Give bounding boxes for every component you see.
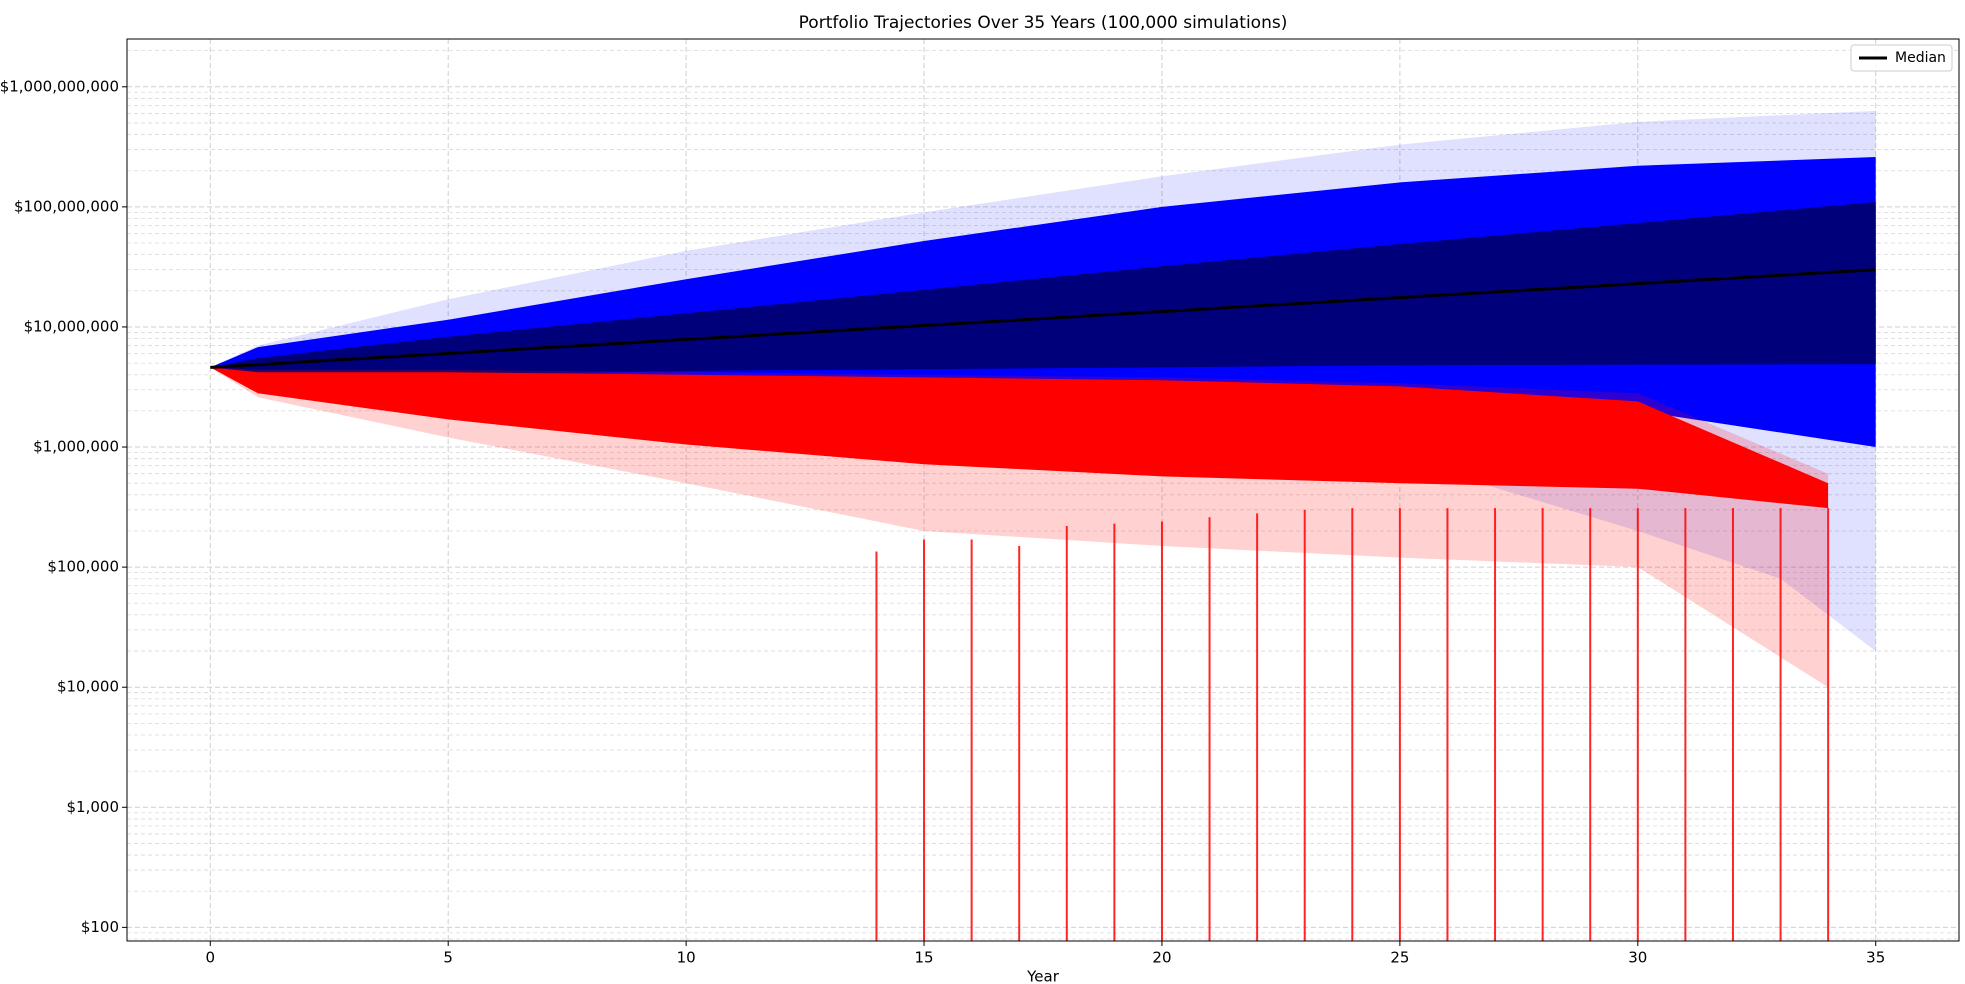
x-tick-label: 15 <box>914 949 933 967</box>
y-tick-label: $1,000 <box>67 798 120 816</box>
y-tick-label: $10,000,000 <box>24 317 119 335</box>
x-axis-label: Year <box>1026 968 1060 984</box>
median-line <box>210 268 1876 369</box>
x-tick-label: 5 <box>443 949 453 967</box>
y-tick-label: $100,000,000 <box>14 197 119 215</box>
plot-area <box>210 110 1876 941</box>
chart-title: Portfolio Trajectories Over 35 Years (10… <box>799 13 1288 33</box>
x-tick-label: 35 <box>1866 949 1885 967</box>
y-tick-label: $100 <box>81 918 119 936</box>
y-tick-label: $10,000 <box>57 678 119 696</box>
axes-frame <box>126 38 1960 942</box>
legend-box <box>1850 44 1953 72</box>
trajectory-band <box>210 367 1829 509</box>
y-tick-label: $100,000 <box>47 558 119 576</box>
x-tick-label: 25 <box>1390 949 1409 967</box>
x-tick-label: 30 <box>1628 949 1647 967</box>
y-tick-label: $1,000,000,000 <box>0 77 119 95</box>
x-tick-label: 20 <box>1152 949 1171 967</box>
y-tick-label: $1,000,000 <box>33 438 119 456</box>
legend-label: Median <box>1895 50 1946 66</box>
trajectory-band <box>210 201 1876 377</box>
x-tick-label: 10 <box>677 949 696 967</box>
x-tick-label: 0 <box>205 949 215 967</box>
